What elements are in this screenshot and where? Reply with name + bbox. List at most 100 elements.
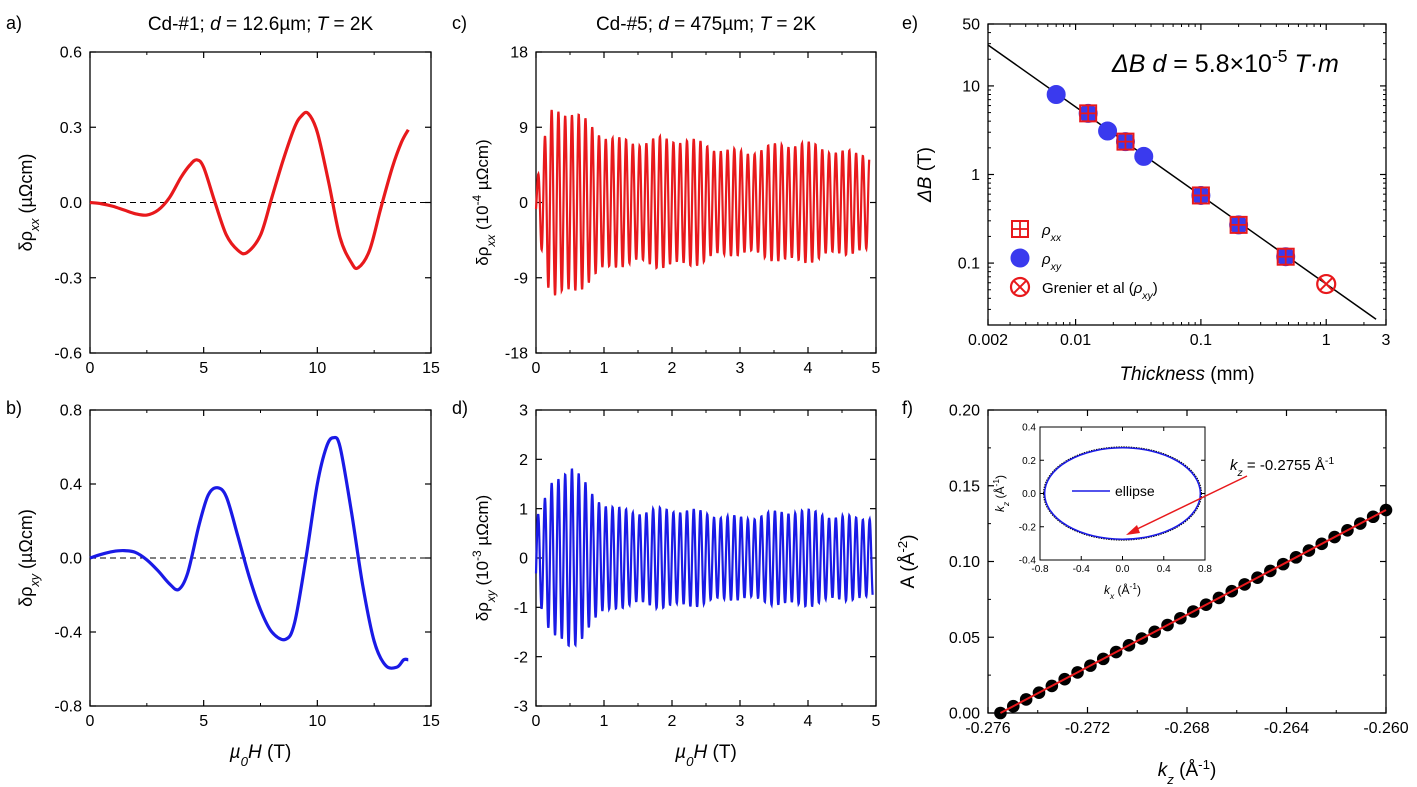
y-axis-label-part: (10: [473, 561, 492, 590]
chart-title-part: = 2K: [328, 14, 373, 35]
inset-x-axis-label-part: -1: [1130, 581, 1138, 591]
inset-x-axis-label-part: k: [1104, 583, 1111, 597]
y-tick-label: 0.10: [949, 554, 980, 571]
y-axis-label-part: µΩcm): [473, 139, 492, 195]
y-tick-label: 0.1: [958, 256, 980, 273]
x-axis-label-part: (Å: [1174, 760, 1199, 781]
inset-x-axis-label: kx (Å-1): [1104, 581, 1141, 601]
chart-title-part: = 2K: [771, 14, 816, 35]
x-tick-label: 0: [86, 713, 95, 730]
y-tick-label: 1: [971, 167, 980, 184]
chart-title-part: T: [317, 14, 330, 35]
legend-label-part: ): [1153, 280, 1158, 297]
x-tick-label: 1: [600, 360, 609, 377]
y-axis-label-part: (10: [473, 205, 492, 234]
annotation-arrow: [1132, 475, 1248, 532]
y-tick-label: -0.8: [54, 699, 82, 716]
series-line: [534, 109, 871, 296]
x-tick-label: 5: [199, 713, 208, 730]
x-tick-label: 15: [422, 713, 440, 730]
y-tick-label: 50: [962, 17, 980, 34]
panel-label-a: a): [6, 13, 22, 33]
chart-title-part: d: [210, 14, 222, 35]
data-point: [1009, 276, 1031, 298]
inset-x-tick-label: 0.4: [1157, 564, 1171, 575]
legend-label: Grenier et al (ρxy): [1042, 280, 1158, 302]
inset-y-axis-label-part: (Å: [992, 486, 1007, 501]
x-tick-label: 10: [308, 713, 326, 730]
x-tick-label: 10: [308, 360, 326, 377]
chart-panel-a: 0 5 10 15 -0.6 -0.3 0.0 0.3 0.6 δρxx (µΩcm) Cd-#1;…: [16, 14, 440, 377]
y-axis-label-part: (µΩcm): [16, 154, 36, 219]
panel-label-f: f): [902, 398, 913, 418]
y-tick-label: 0: [519, 551, 528, 568]
y-axis-label-part: -4: [470, 194, 484, 205]
x-tick-label: 0: [532, 360, 541, 377]
inset-y-axis-label-part: ): [993, 475, 1007, 479]
x-axis-label-part: µ: [229, 742, 241, 763]
kz-annotation-part: -1: [1325, 455, 1334, 467]
y-tick-label: 0.3: [60, 120, 82, 137]
panel-label-d: d): [452, 398, 468, 418]
x-axis-label-part: ): [1210, 760, 1216, 781]
inset-x-axis-label-part: (Å: [1114, 582, 1129, 597]
x-axis-label-part: 0: [241, 754, 249, 769]
x-axis-label-part: H: [248, 742, 262, 763]
series-line: [89, 110, 410, 271]
inset-y-axis-label: kz (Å-1): [991, 475, 1011, 512]
data-point: [1046, 85, 1066, 105]
legend-label: ρxy: [1041, 251, 1062, 273]
chart-panel-f: -0.276 -0.272 -0.268 -0.264 -0.260 0.00 0.05 0.…: [895, 403, 1409, 787]
inset-y-tick-label: 0.4: [1022, 423, 1036, 434]
y-axis-label-part: ΔB: [915, 176, 936, 203]
y-axis-label-part: xy: [28, 573, 42, 587]
chart-title: Cd-#5; d = 475µm; T = 2K: [596, 14, 816, 35]
x-tick-label: 15: [422, 360, 440, 377]
y-axis-label: ΔB (T): [915, 147, 936, 203]
y-axis-label-part: -3: [470, 550, 484, 561]
x-tick-label: 3: [1382, 332, 1391, 349]
y-tick-label: -0.3: [54, 270, 82, 287]
legend-label-part: ρ: [1133, 280, 1143, 297]
chart-title-part: d: [658, 14, 670, 35]
x-axis-label-part: k: [1158, 760, 1169, 781]
y-tick-label: -18: [505, 346, 528, 363]
panel-label-e: e): [902, 13, 918, 33]
y-tick-label: -9: [514, 270, 528, 287]
y-axis-label-part: (µΩcm): [16, 509, 36, 574]
inset-y-tick-label: 0.0: [1022, 489, 1036, 500]
fit-annotation-part: T·m: [1288, 50, 1339, 78]
y-tick-label: -2: [514, 649, 528, 666]
annotation-arrowhead: [1126, 525, 1140, 535]
y-tick-label: 0: [519, 195, 528, 212]
inset-y-tick-label: -0.2: [1019, 522, 1037, 533]
y-axis-label-part: δρ: [16, 587, 36, 607]
fit-annotation-part: ΔB d: [1111, 50, 1167, 78]
inset-x-tick-label: -0.8: [1031, 564, 1049, 575]
x-tick-label: 0: [86, 360, 95, 377]
x-tick-label: 3: [736, 360, 745, 377]
x-tick-label: 1: [1322, 332, 1331, 349]
x-axis-label-part: (mm): [1205, 364, 1255, 385]
legend-label-part: xy: [1050, 261, 1062, 273]
legend-label-part: xx: [1050, 232, 1062, 244]
fit-annotation-part: -5: [1272, 46, 1288, 66]
x-tick-label: 0.1: [1190, 332, 1212, 349]
kz-annotation: kz = -0.2755 Å-1: [1230, 455, 1334, 479]
data-point: [1098, 121, 1118, 141]
y-tick-label: 3: [519, 403, 528, 420]
x-axis-label-part: (T): [707, 742, 737, 763]
inset-x-tick-label: 0.0: [1116, 564, 1130, 575]
x-tick-label: 5: [872, 713, 881, 730]
inset-y-axis-label-part: -1: [991, 479, 1001, 487]
panel-label-b: b): [6, 398, 22, 418]
x-axis-label-part: -1: [1198, 757, 1210, 772]
y-axis-label-part: (T): [915, 147, 936, 177]
kz-annotation-part: k: [1230, 457, 1239, 474]
kz-annotation-part: = -0.2755 Å: [1243, 457, 1325, 474]
fit-annotation-part: = 5.8×10: [1166, 50, 1272, 78]
x-tick-label: -0.276: [965, 720, 1010, 737]
